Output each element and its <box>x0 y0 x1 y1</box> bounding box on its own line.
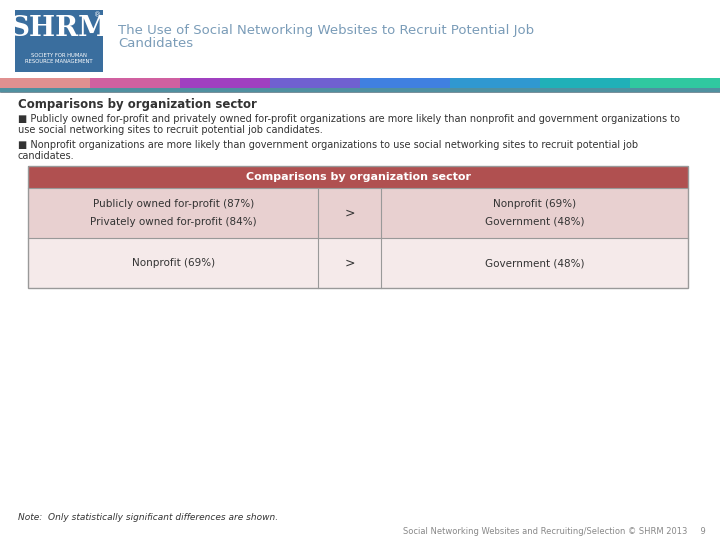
Bar <box>0 92 720 540</box>
Text: Nonprofit (69%): Nonprofit (69%) <box>132 258 215 268</box>
Bar <box>28 238 688 288</box>
Bar <box>15 10 103 72</box>
Text: The Use of Social Networking Websites to Recruit Potential Job: The Use of Social Networking Websites to… <box>118 24 534 37</box>
Bar <box>450 78 541 88</box>
Text: Publicly owned for-profit (87%): Publicly owned for-profit (87%) <box>93 199 254 209</box>
Text: SOCIETY FOR HUMAN
RESOURCE MANAGEMENT: SOCIETY FOR HUMAN RESOURCE MANAGEMENT <box>25 52 93 64</box>
Text: Candidates: Candidates <box>118 37 193 50</box>
Text: >: > <box>344 206 355 219</box>
Bar <box>270 78 361 88</box>
Text: ■ Publicly owned for-profit and privately owned for-profit organizations are mor: ■ Publicly owned for-profit and privatel… <box>18 114 680 124</box>
Text: ®: ® <box>94 12 101 18</box>
Bar <box>540 78 631 88</box>
Text: >: > <box>344 256 355 269</box>
Text: Government (48%): Government (48%) <box>485 217 585 227</box>
Bar <box>180 78 271 88</box>
Text: Social Networking Websites and Recruiting/Selection © SHRM 2013     9: Social Networking Websites and Recruitin… <box>403 528 706 537</box>
Text: use social networking sites to recruit potential job candidates.: use social networking sites to recruit p… <box>18 125 323 135</box>
Bar <box>90 78 181 88</box>
Text: ■ Nonprofit organizations are more likely than government organizations to use s: ■ Nonprofit organizations are more likel… <box>18 140 638 150</box>
Text: Government (48%): Government (48%) <box>485 258 585 268</box>
Bar <box>360 78 451 88</box>
Bar <box>28 188 688 238</box>
Text: Nonprofit (69%): Nonprofit (69%) <box>493 199 576 209</box>
Text: Comparisons by organization sector: Comparisons by organization sector <box>18 98 257 111</box>
Bar <box>630 78 720 88</box>
Text: Note:  Only statistically significant differences are shown.: Note: Only statistically significant dif… <box>18 514 278 523</box>
Text: Comparisons by organization sector: Comparisons by organization sector <box>246 172 470 182</box>
Bar <box>28 166 688 188</box>
Text: candidates.: candidates. <box>18 151 75 161</box>
Text: Privately owned for-profit (84%): Privately owned for-profit (84%) <box>90 217 256 227</box>
Text: SHRM: SHRM <box>9 15 109 42</box>
Bar <box>0 78 91 88</box>
Bar <box>0 88 720 92</box>
Bar <box>28 166 688 288</box>
